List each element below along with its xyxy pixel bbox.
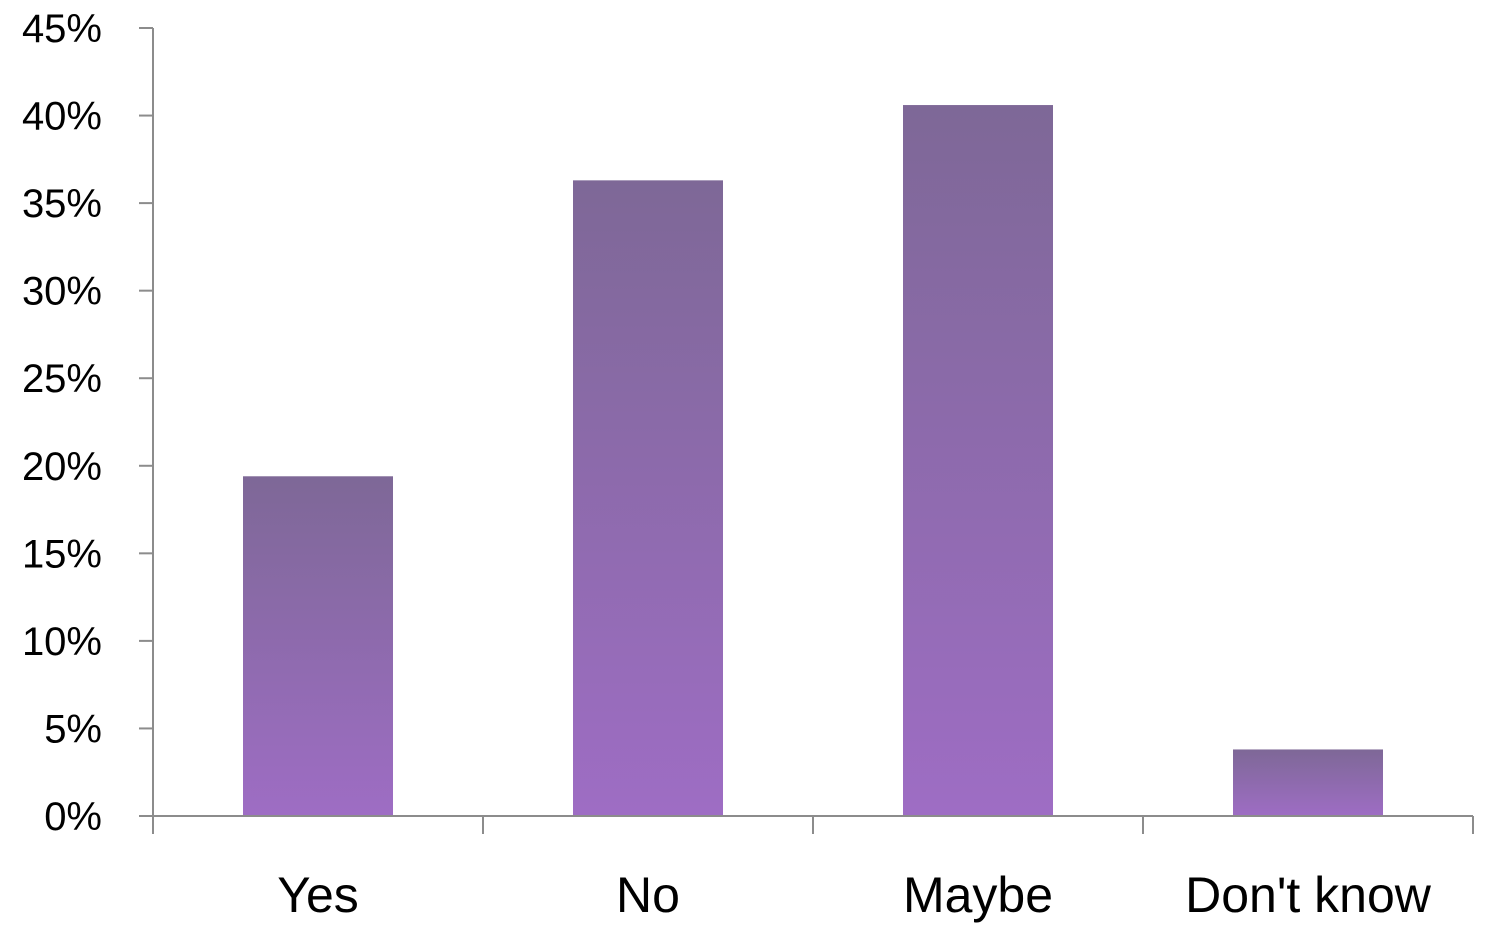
bar-no <box>573 180 723 816</box>
y-axis: 0% 5% 10% 15% 20% 25% 30% 35% 40% 45% <box>22 7 154 839</box>
bar-maybe <box>903 105 1053 816</box>
y-tick-label: 40% <box>22 95 102 139</box>
bars <box>243 105 1383 816</box>
x-category-label: Yes <box>277 867 359 923</box>
y-tick-label: 45% <box>22 7 102 51</box>
x-category-label: No <box>616 867 680 923</box>
y-tick-label: 35% <box>22 182 102 226</box>
bar-yes <box>243 476 393 816</box>
y-tick-label: 10% <box>22 620 102 664</box>
y-tick-label: 30% <box>22 270 102 314</box>
bar-don-t-know <box>1233 749 1383 816</box>
y-tick-label: 0% <box>44 795 102 839</box>
y-tick-label: 5% <box>44 707 102 751</box>
x-category-label: Maybe <box>903 867 1053 923</box>
y-tick-label: 20% <box>22 445 102 489</box>
x-category-label: Don't know <box>1185 867 1432 923</box>
x-axis: Yes No Maybe Don't know <box>152 815 1474 923</box>
y-tick-label: 15% <box>22 532 102 576</box>
y-tick-label: 25% <box>22 357 102 401</box>
